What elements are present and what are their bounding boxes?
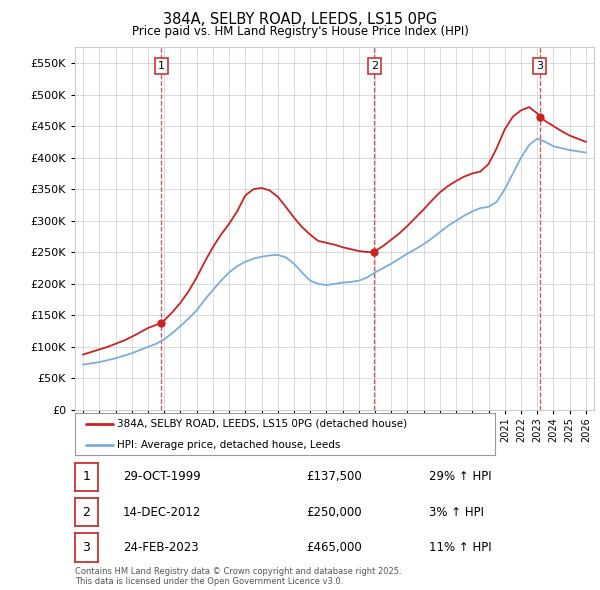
Text: 1: 1 [158, 61, 165, 71]
Text: £137,500: £137,500 [306, 470, 362, 483]
Text: 384A, SELBY ROAD, LEEDS, LS15 0PG: 384A, SELBY ROAD, LEEDS, LS15 0PG [163, 12, 437, 27]
Text: 29-OCT-1999: 29-OCT-1999 [123, 470, 201, 483]
Text: 29% ↑ HPI: 29% ↑ HPI [429, 470, 491, 483]
Text: 2: 2 [371, 61, 378, 71]
Text: 1: 1 [82, 470, 91, 483]
Text: 11% ↑ HPI: 11% ↑ HPI [429, 541, 491, 554]
Text: 24-FEB-2023: 24-FEB-2023 [123, 541, 199, 554]
Text: 3: 3 [82, 541, 91, 554]
Text: 14-DEC-2012: 14-DEC-2012 [123, 506, 202, 519]
Text: £465,000: £465,000 [306, 541, 362, 554]
Text: 3% ↑ HPI: 3% ↑ HPI [429, 506, 484, 519]
Text: Price paid vs. HM Land Registry's House Price Index (HPI): Price paid vs. HM Land Registry's House … [131, 25, 469, 38]
Text: £250,000: £250,000 [306, 506, 362, 519]
Text: 2: 2 [82, 506, 91, 519]
Text: 384A, SELBY ROAD, LEEDS, LS15 0PG (detached house): 384A, SELBY ROAD, LEEDS, LS15 0PG (detac… [117, 419, 407, 428]
Text: Contains HM Land Registry data © Crown copyright and database right 2025.
This d: Contains HM Land Registry data © Crown c… [75, 567, 401, 586]
Text: HPI: Average price, detached house, Leeds: HPI: Average price, detached house, Leed… [117, 440, 340, 450]
Text: 3: 3 [536, 61, 543, 71]
